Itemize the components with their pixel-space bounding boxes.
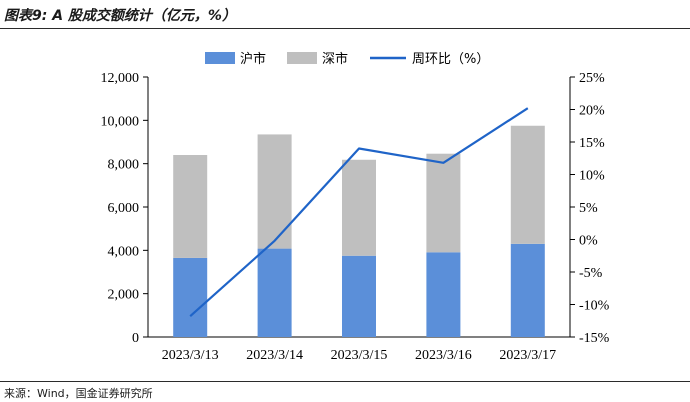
- title-divider: [0, 28, 690, 29]
- right-tick-label: -10%: [579, 299, 610, 314]
- legend: 沪市 深市 周环比（%）: [205, 51, 489, 67]
- legend-label-sz: 深市: [322, 51, 348, 67]
- source-note: 来源：Wind，国金证券研究所: [4, 387, 153, 400]
- bar-sh: [510, 243, 545, 337]
- legend-swatch-sz: [287, 52, 317, 64]
- bar-sh: [342, 255, 376, 337]
- bar-sh: [426, 252, 461, 337]
- legend-label-sh: 沪市: [240, 51, 266, 67]
- right-tick-label: 25%: [579, 71, 605, 86]
- line-series: [189, 107, 529, 318]
- x-tick-label: 2023/3/17: [499, 348, 556, 363]
- right-tick-label: -5%: [579, 266, 603, 281]
- bar-sz: [426, 153, 461, 253]
- right-tick-label: 0%: [579, 234, 598, 249]
- left-tick-label: 2,000: [108, 288, 140, 303]
- bar-sh: [257, 248, 292, 337]
- chart-title: 图表9: A 股成交额统计（亿元，%）: [4, 8, 236, 24]
- bar-sh: [173, 257, 208, 337]
- left-tick-label: 6,000: [108, 201, 140, 216]
- right-tick-label: 10%: [579, 169, 605, 184]
- x-tick-label: 2023/3/16: [415, 348, 472, 363]
- x-tick-labels: 2023/3/13 2023/3/14 2023/3/15 2023/3/16 2023…: [162, 348, 556, 363]
- bar-sz: [342, 159, 376, 256]
- right-tick-label: 20%: [579, 104, 605, 119]
- left-tick-label: 8,000: [108, 158, 140, 173]
- x-tick-label: 2023/3/13: [162, 348, 219, 363]
- bar-sz: [257, 134, 292, 249]
- legend-swatch-sh: [205, 52, 235, 64]
- right-tick-label: 5%: [579, 201, 598, 216]
- x-tick-label: 2023/3/14: [246, 348, 303, 363]
- left-tick-label: 4,000: [108, 244, 140, 259]
- left-tick-label: 0: [132, 331, 139, 346]
- x-tick-label: 2023/3/15: [331, 348, 388, 363]
- chart: 沪市 深市 周环比（%） 0 2,000 4,000 6,000 8,000 10,000 12…: [101, 51, 610, 363]
- right-tick-label: 15%: [579, 136, 605, 151]
- footer-divider: [0, 381, 690, 382]
- right-tick-label: -15%: [579, 331, 610, 346]
- bar-sz: [510, 125, 545, 244]
- left-tick-label: 12,000: [101, 71, 140, 86]
- legend-label-wow: 周环比（%）: [412, 52, 489, 67]
- left-tick-label: 10,000: [101, 114, 140, 129]
- bars: [173, 125, 545, 337]
- bar-sz: [173, 155, 208, 258]
